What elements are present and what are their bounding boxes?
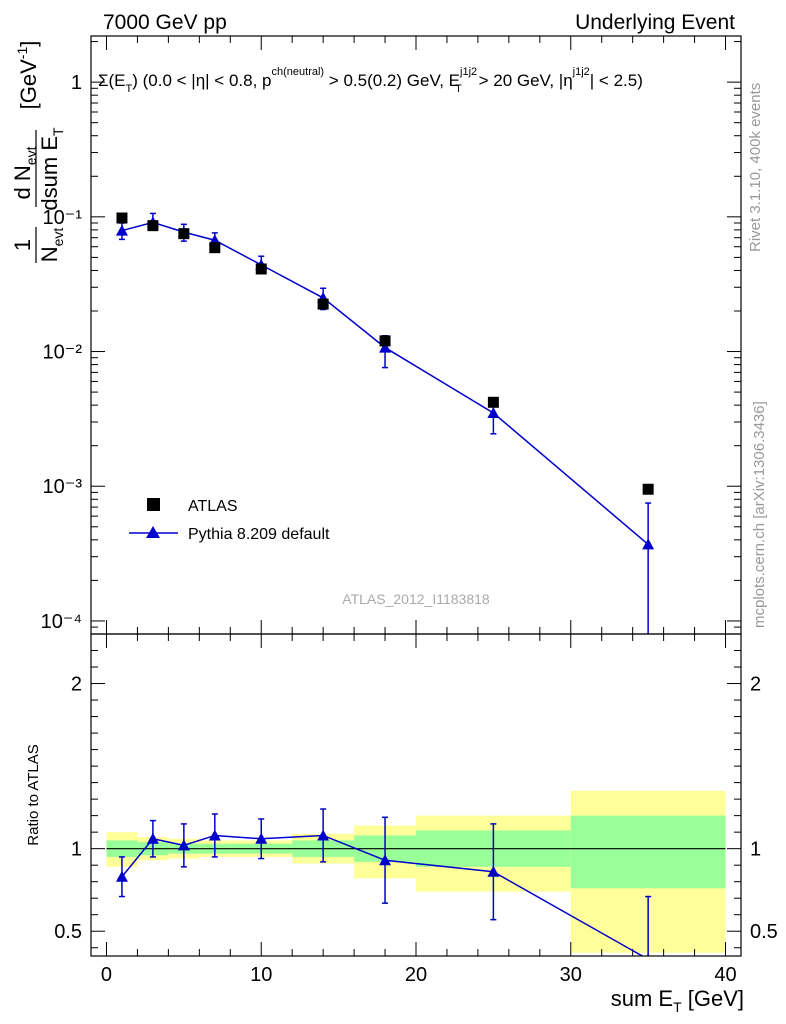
side-bottom-text: mcplots.cern.ch [arXiv:1306.3436] — [751, 401, 768, 628]
main-ytick-label: 10⁻⁴ — [41, 611, 82, 633]
svg-text:dsum ET: dsum ET — [37, 127, 66, 211]
main-ytick-label: 10⁻¹ — [43, 207, 83, 229]
ratio-xtick-label: 40 — [714, 964, 736, 986]
legend-atlas-label: ATLAS — [188, 498, 238, 515]
atlas-point — [147, 220, 159, 232]
ratio-panel: 0 10 20 30 40 0.5 0.5 1 1 2 2 — [54, 633, 778, 986]
analysis-watermark: ATLAS_2012_I1183818 — [342, 591, 490, 607]
ratio-mc-point — [646, 953, 650, 956]
header-right: Underlying Event — [575, 11, 735, 34]
ratio-mc-point — [317, 829, 330, 841]
ratio-band-inner — [570, 815, 726, 889]
main-frame — [90, 35, 742, 635]
ratio-xtick-label: 0 — [101, 964, 112, 986]
ratio-ytick-label: 0.5 — [54, 921, 82, 943]
ratio-xtick-label: 10 — [250, 964, 272, 986]
mc-point — [487, 406, 500, 418]
atlas-point — [178, 228, 190, 240]
ratio-mc-point — [177, 839, 190, 851]
atlas-point — [642, 483, 654, 495]
ratio-ytick-label-right: 2 — [750, 674, 761, 696]
legend-mc-marker — [146, 526, 160, 538]
main-ytick-label: 10⁻² — [43, 342, 83, 364]
legend-atlas-marker — [147, 498, 160, 511]
side-top-text: Rivet 3.1.10, 400k events — [747, 83, 764, 252]
atlas-point — [379, 335, 391, 347]
ratio-mc-point — [255, 832, 268, 844]
mc-point — [642, 538, 655, 550]
mc-point — [115, 224, 128, 236]
x-axis-label: sum ET [GeV] — [611, 986, 744, 1015]
ratio-mc-point — [208, 829, 221, 841]
ratio-mc-point — [487, 865, 500, 877]
header-left: 7000 GeV pp — [103, 11, 227, 34]
selection-label: Σ(ET) (0.0 < |η| < 0.8, pch(neutral) > 0… — [98, 66, 643, 95]
main-panel: 1 10⁻¹ 10⁻² 10⁻³ 10⁻⁴ — [41, 35, 742, 635]
ratio-frame — [90, 633, 742, 957]
ratio-mc-point — [379, 854, 392, 866]
atlas-point — [209, 242, 221, 254]
atlas-point — [317, 298, 329, 310]
atlas-point — [487, 396, 499, 408]
svg-text:1: 1 — [10, 239, 35, 251]
ratio-ytick-label: 2 — [71, 674, 82, 696]
ratio-mc-point — [115, 870, 128, 882]
ratio-ylabel: Ratio to ATLAS — [25, 744, 42, 845]
atlas-point — [255, 263, 267, 275]
ratio-xtick-label: 30 — [560, 964, 582, 986]
mc-point — [379, 341, 392, 353]
ratio-xtick-label: 20 — [405, 964, 427, 986]
main-ytick-label: 1 — [71, 72, 82, 94]
ratio-series-group — [115, 808, 652, 956]
svg-text:Nevt: Nevt — [37, 228, 66, 263]
ratio-ytick-label: 1 — [71, 839, 82, 861]
legend: ATLAS Pythia 8.209 default — [129, 498, 330, 543]
svg-text:[GeV-1]: [GeV-1] — [14, 41, 41, 110]
ratio-ytick-label-right: 1 — [750, 839, 761, 861]
svg-text:d Nevt: d Nevt — [10, 146, 39, 199]
atlas-point — [116, 212, 128, 224]
main-ylabel: 1 Nevt d Nevt dsum ET [GeV-1] — [10, 41, 66, 263]
legend-mc-label: Pythia 8.209 default — [188, 526, 330, 543]
ratio-ytick-label-right: 0.5 — [750, 921, 778, 943]
main-ytick-label: 10⁻³ — [43, 476, 83, 498]
ratio-mc-point — [146, 832, 159, 844]
mc-series-line — [121, 221, 649, 545]
